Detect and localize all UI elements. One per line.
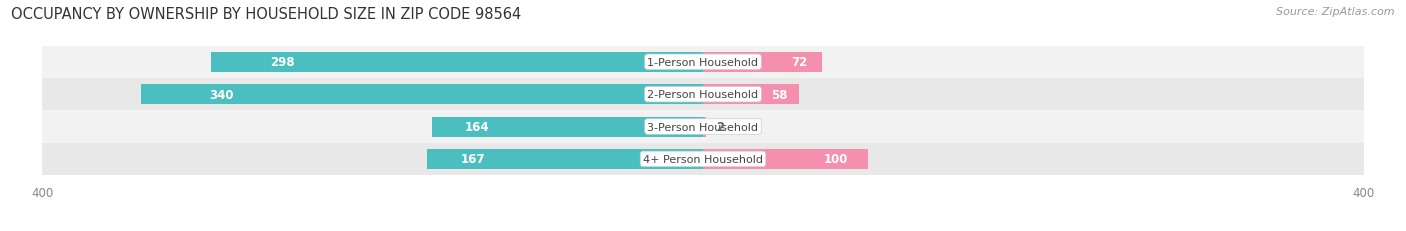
Bar <box>211 52 703 73</box>
Bar <box>42 111 1364 143</box>
Bar <box>427 149 703 169</box>
Text: 1-Person Household: 1-Person Household <box>648 58 758 67</box>
Bar <box>42 79 1364 111</box>
Text: 2-Person Household: 2-Person Household <box>647 90 759 100</box>
Bar <box>42 143 1364 175</box>
Bar <box>703 85 799 105</box>
Text: 298: 298 <box>270 56 294 69</box>
Bar <box>703 149 868 169</box>
Bar <box>42 46 1364 79</box>
Text: OCCUPANCY BY OWNERSHIP BY HOUSEHOLD SIZE IN ZIP CODE 98564: OCCUPANCY BY OWNERSHIP BY HOUSEHOLD SIZE… <box>11 7 522 22</box>
Text: 100: 100 <box>824 153 848 166</box>
Bar <box>703 52 823 73</box>
Legend: Owner-occupied, Renter-occupied: Owner-occupied, Renter-occupied <box>579 228 827 231</box>
Bar <box>432 117 703 137</box>
Text: 58: 58 <box>770 88 787 101</box>
Text: 72: 72 <box>792 56 807 69</box>
Text: 4+ Person Household: 4+ Person Household <box>643 154 763 164</box>
Text: 340: 340 <box>208 88 233 101</box>
Text: 164: 164 <box>464 121 489 134</box>
Text: 3-Person Household: 3-Person Household <box>648 122 758 132</box>
Text: Source: ZipAtlas.com: Source: ZipAtlas.com <box>1277 7 1395 17</box>
Text: 2: 2 <box>716 121 724 134</box>
Text: 167: 167 <box>460 153 485 166</box>
Bar <box>141 85 703 105</box>
Bar <box>703 117 706 137</box>
